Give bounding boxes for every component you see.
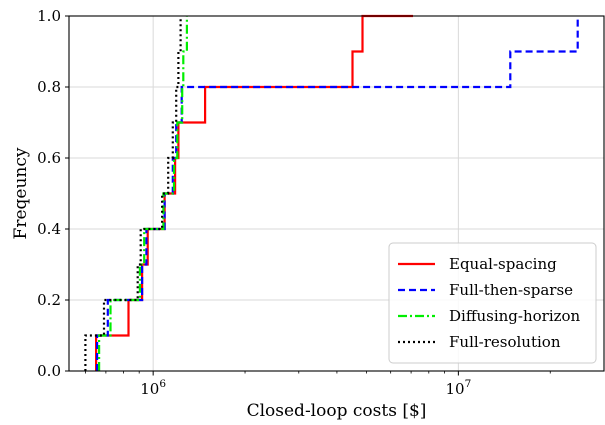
y-tick-label: 0.0 (37, 362, 61, 380)
y-tick-label: 1.0 (37, 7, 61, 25)
y-axis-label: Freqeuncy (11, 147, 31, 239)
legend-label: Equal-spacing (449, 255, 557, 273)
x-tick-label: 107 (445, 378, 471, 398)
legend-box (388, 242, 597, 364)
x-axis-ticks: 106 107 (85, 371, 551, 398)
series-line-equal-spacing (95, 14, 413, 371)
series-lines (84, 14, 579, 371)
legend-label: Full-then-sparse (449, 281, 573, 299)
series-line-full-then-sparse (96, 16, 579, 371)
x-axis-label: Closed-loop costs [$] (247, 401, 427, 421)
y-tick-label: 0.2 (37, 291, 61, 309)
y-tick-label: 0.8 (37, 78, 61, 96)
y-axis-ticks: 0.0 0.2 0.4 0.6 0.8 1.0 (37, 7, 69, 380)
series-line-full-resolution (84, 16, 182, 371)
legend-label: Diffusing-horizon (449, 307, 581, 325)
plot-frame (68, 15, 605, 372)
y-tick-label: 0.4 (37, 220, 61, 238)
legend-label: Full-resolution (449, 333, 561, 351)
legend: Equal-spacing Full-then-sparse Diffusing-h… (388, 242, 597, 364)
y-tick-label: 0.6 (37, 149, 61, 167)
x-tick-label: 106 (140, 378, 166, 398)
